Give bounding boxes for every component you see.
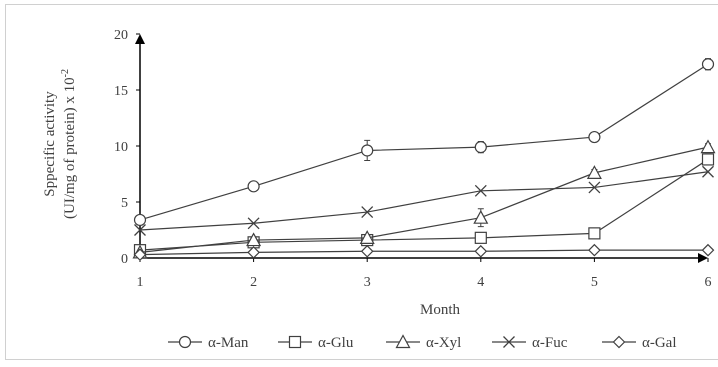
data-point-alpha-xyl <box>246 232 262 247</box>
series-alpha-glu <box>133 153 715 257</box>
data-point-alpha-fuc <box>474 184 487 197</box>
x-tick-label: 3 <box>364 275 371 290</box>
legend-marker <box>288 335 302 349</box>
series-alpha-man <box>133 58 715 227</box>
data-point-alpha-fuc <box>588 181 601 194</box>
data-point-alpha-gal <box>474 244 488 258</box>
data-point-alpha-man <box>247 180 260 193</box>
y-axis-title-superscript: -2 <box>60 69 71 77</box>
series-layer <box>132 58 716 261</box>
y-tick-label: 0 <box>121 252 128 267</box>
data-point-alpha-man <box>701 58 715 71</box>
series-alpha-xyl <box>132 139 716 259</box>
data-point-alpha-fuc <box>361 206 374 219</box>
series-line-alpha-gal <box>139 249 708 256</box>
legend-item-alpha-glu: α-Glu <box>278 335 354 351</box>
y-axis-title-line2-text: (UI/mg of protein) x 10 <box>62 77 78 219</box>
y-axis-arrow <box>135 34 145 44</box>
legend-marker <box>395 334 411 349</box>
legend-item-alpha-xyl: α-Xyl <box>386 334 461 351</box>
x-tick-label: 5 <box>591 275 598 290</box>
series-line-alpha-fuc <box>139 171 709 231</box>
y-tick-label: 20 <box>114 28 128 43</box>
data-point-alpha-glu <box>474 231 487 244</box>
series-alpha-gal <box>133 243 715 261</box>
data-point-alpha-glu <box>701 153 715 166</box>
legend-item-alpha-man: α-Man <box>168 335 249 351</box>
data-point-alpha-fuc <box>247 217 260 230</box>
data-point-alpha-fuc <box>702 165 714 178</box>
legend-item-alpha-gal: α-Gal <box>602 335 677 351</box>
y-axis-title-line1: Sppecific activity <box>42 91 58 197</box>
legend-label: α-Xyl <box>426 335 461 351</box>
data-point-alpha-gal <box>133 248 147 261</box>
data-point-alpha-gal <box>360 244 374 258</box>
legend-label: α-Fuc <box>532 335 568 351</box>
data-point-alpha-man <box>133 213 147 227</box>
series-line-alpha-man <box>139 63 709 221</box>
legend-marker <box>503 336 515 348</box>
legend-item-alpha-fuc: α-Fuc <box>492 335 568 351</box>
data-point-alpha-gal <box>701 243 715 257</box>
legend: α-Man α-Glu α-Xyl α-Fuc α-Gal <box>168 334 677 351</box>
y-tick-label: 10 <box>114 140 128 155</box>
y-tick-labels: 0 5 10 15 20 <box>114 28 140 267</box>
y-tick-label: 15 <box>114 84 128 99</box>
series-alpha-fuc <box>134 165 714 236</box>
data-point-alpha-xyl <box>359 230 375 244</box>
x-tick-labels: 1 2 3 4 5 6 <box>137 258 712 290</box>
legend-label: α-Gal <box>642 335 677 351</box>
data-point-alpha-xyl <box>586 165 602 179</box>
x-axis-arrow <box>698 253 708 263</box>
series-line-alpha-xyl <box>139 146 709 253</box>
legend-marker <box>178 335 192 349</box>
data-point-alpha-fuc <box>134 224 146 236</box>
data-point-alpha-gal <box>588 243 601 257</box>
y-tick-label: 5 <box>121 196 128 211</box>
data-point-alpha-man <box>474 141 487 154</box>
x-tick-label: 6 <box>705 275 712 290</box>
data-point-alpha-man <box>361 144 374 157</box>
data-point-alpha-xyl <box>473 209 489 224</box>
legend-marker <box>612 335 626 349</box>
data-point-alpha-xyl <box>700 139 716 154</box>
x-tick-label: 1 <box>137 275 144 290</box>
x-tick-label: 2 <box>250 275 257 290</box>
data-point-alpha-gal <box>247 246 260 259</box>
legend-label: α-Glu <box>318 335 354 351</box>
y-axis-title-line2: (UI/mg of protein) x 10-2 <box>60 69 78 219</box>
data-point-alpha-man <box>588 130 601 144</box>
legend-label: α-Man <box>208 335 249 351</box>
series-line-alpha-glu <box>139 158 709 251</box>
x-tick-label: 4 <box>477 275 484 290</box>
data-point-alpha-glu <box>588 227 601 240</box>
x-axis-title: Month <box>420 302 461 318</box>
